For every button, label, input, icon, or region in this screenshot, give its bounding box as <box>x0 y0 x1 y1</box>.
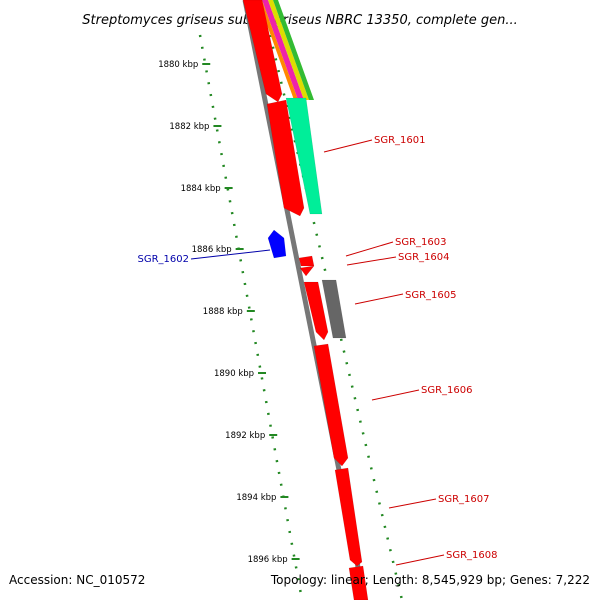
ruler-tick-label: 1892 kbp <box>225 431 265 441</box>
feature-1605-gray[interactable] <box>321 279 347 339</box>
gene-labels: SGR_1601 SGR_1602 SGR_1603 SGR_1604 SGR_1605… <box>138 135 498 566</box>
position-ruler: 1880 kbp 1882 kbp 1884 kbp 1886 kbp 1888 kbp… <box>158 0 404 600</box>
gene-label-leader <box>354 293 404 305</box>
gene-label[interactable]: SGR_1601 <box>374 135 426 146</box>
strand-yellow <box>268 0 309 100</box>
gene-label[interactable]: SGR_1606 <box>421 385 473 396</box>
ruler-tick-label: 1880 kbp <box>158 60 198 70</box>
gene-pre[interactable] <box>242 0 283 103</box>
gene-sgr-1601[interactable] <box>266 99 305 217</box>
gene-label-leader <box>371 389 420 401</box>
strand-orange <box>258 0 298 100</box>
gene-label-leader <box>388 498 437 509</box>
gene-sgr-1608[interactable] <box>348 565 369 600</box>
gene-sgr-1607[interactable] <box>334 467 363 567</box>
gene-sgr-1604[interactable] <box>299 265 315 277</box>
gene-sgr-1603[interactable] <box>298 255 315 267</box>
gene-sgr-1602[interactable] <box>267 229 287 259</box>
gene-label[interactable]: SGR_1604 <box>398 252 450 263</box>
strand-magenta <box>262 0 304 100</box>
gene-sgr-1606[interactable] <box>313 343 349 467</box>
ruler-tick-label: 1894 kbp <box>236 493 276 503</box>
ruler-tick-label: 1888 kbp <box>203 307 243 317</box>
axis-line <box>242 0 360 561</box>
ruler-tick-label: 1890 kbp <box>214 369 254 379</box>
ruler-tick-label: 1884 kbp <box>181 184 221 194</box>
ruler-tick-label: 1896 kbp <box>248 555 288 565</box>
gene-label[interactable]: SGR_1608 <box>446 550 498 561</box>
gene-label-leader <box>190 249 271 260</box>
feature-track-strands <box>258 0 314 100</box>
topology-text: Topology: linear; Length: 8,545,929 bp; … <box>270 573 590 587</box>
gene-track <box>242 0 369 600</box>
ruler-tick-label: 1882 kbp <box>169 122 209 132</box>
gene-label[interactable]: SGR_1602 <box>138 254 190 265</box>
accession-text: Accession: NC_010572 <box>9 573 146 587</box>
gene-label-leader <box>395 554 445 566</box>
gene-sgr-1605[interactable] <box>303 281 329 341</box>
gene-label-leader <box>345 241 394 257</box>
gene-label[interactable]: SGR_1605 <box>405 290 457 301</box>
feature-1601-teal[interactable] <box>285 97 323 215</box>
ruler-tick-label: 1886 kbp <box>192 245 232 255</box>
gene-label[interactable]: SGR_1607 <box>438 494 490 505</box>
strand-green <box>273 0 314 100</box>
gene-label[interactable]: SGR_1603 <box>395 237 447 248</box>
genome-title: Streptomyces griseus subsp. griseus NBRC… <box>82 13 517 28</box>
gene-label-leader <box>346 256 397 266</box>
gene-label-leader <box>323 139 373 153</box>
